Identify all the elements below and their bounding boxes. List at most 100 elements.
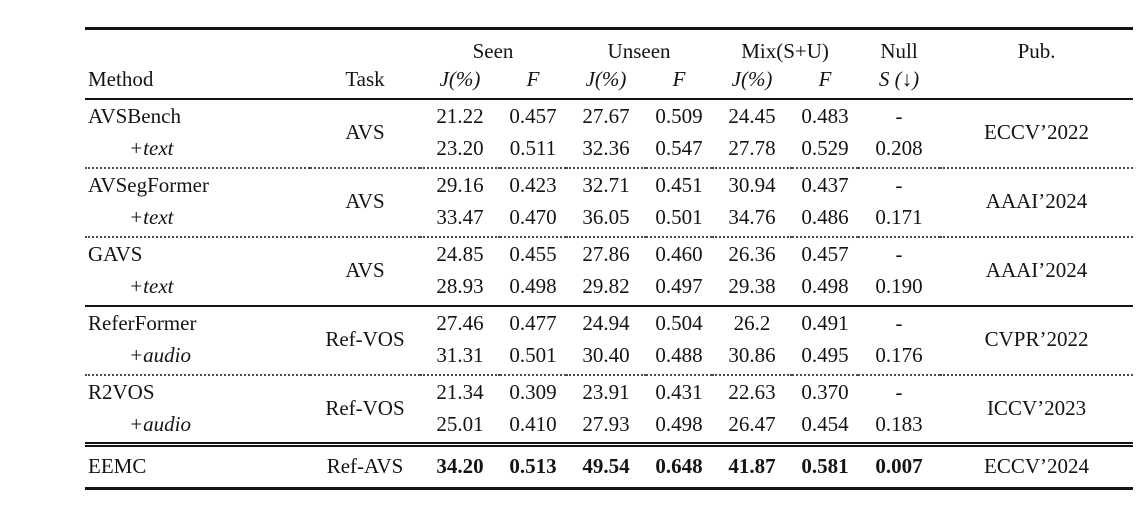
- metric-cell: 0.648: [655, 454, 703, 478]
- col-header-mix-fmeasure: F: [792, 65, 859, 100]
- metric-cell: 0.498: [509, 274, 557, 298]
- metric-cell: 32.71: [582, 173, 630, 197]
- header-row-metrics: Method Task J(%) F J(%) F J(%) F S (↓): [85, 65, 1133, 100]
- col-header-null-score: S (↓): [858, 65, 941, 100]
- metric-cell: 0.460: [655, 242, 703, 266]
- metric-cell: 30.94: [728, 173, 776, 197]
- metric-cell: 30.40: [582, 343, 630, 367]
- table-row: +text 23.20 0.511 32.36 0.547 27.78 0.52…: [85, 132, 1133, 164]
- metric-cell: 0.470: [509, 205, 557, 229]
- double-rule: [85, 440, 1134, 447]
- metric-cell: 21.22: [436, 104, 484, 128]
- metric-cell: 29.82: [582, 274, 630, 298]
- metric-cell: 0.491: [801, 311, 849, 335]
- col-group-seen: Seen: [472, 39, 514, 63]
- method-name: R2VOS: [88, 380, 155, 404]
- metric-cell: 27.78: [728, 136, 776, 160]
- metric-cell: 25.01: [436, 412, 484, 436]
- metric-cell: 0.477: [509, 311, 557, 335]
- metric-cell: 0.309: [509, 380, 557, 404]
- pub-cell: ICCV’2023: [986, 396, 1087, 420]
- col-group-mix: Mix(S+U): [741, 39, 829, 63]
- dotted-rule: [85, 164, 1134, 169]
- method-variant: +text: [129, 205, 174, 229]
- metric-cell: 26.47: [728, 412, 776, 436]
- metric-cell: 0.498: [655, 412, 703, 436]
- metric-cell: 41.87: [728, 454, 776, 478]
- metric-cell: 30.86: [728, 343, 776, 367]
- metric-cell: 27.93: [582, 412, 630, 436]
- metric-cell: 31.31: [436, 343, 484, 367]
- solid-rule: [85, 302, 1134, 307]
- header-spacer-method: [85, 29, 310, 66]
- metric-cell: 0.171: [875, 205, 923, 229]
- metric-cell: 0.511: [509, 136, 557, 160]
- col-header-seen-jaccard: J(%): [420, 65, 500, 100]
- metric-cell: 22.63: [728, 380, 776, 404]
- metric-cell: 0.437: [801, 173, 849, 197]
- metric-cell: 28.93: [436, 274, 484, 298]
- metric-cell: 0.451: [655, 173, 703, 197]
- metric-cell: 21.34: [436, 380, 484, 404]
- metric-cell: 0.501: [509, 343, 557, 367]
- metric-cell: 0.007: [875, 454, 923, 478]
- method-name: GAVS: [88, 242, 143, 266]
- task-cell: Ref-AVS: [326, 454, 404, 478]
- metric-cell: -: [895, 380, 903, 404]
- dotted-rule: [85, 233, 1134, 238]
- method-variant: +audio: [129, 412, 192, 436]
- task-cell: Ref-VOS: [325, 327, 405, 351]
- metric-cell: 0.488: [655, 343, 703, 367]
- metric-cell: 32.36: [582, 136, 630, 160]
- results-table: Seen Unseen Mix(S+U) Null Pub. Method Ta…: [85, 27, 1134, 490]
- metric-cell: 26.36: [728, 242, 776, 266]
- method-name: ReferFormer: [88, 311, 197, 335]
- metric-cell: 24.45: [728, 104, 776, 128]
- header-row-groups: Seen Unseen Mix(S+U) Null Pub.: [85, 28, 1134, 100]
- method-name: AVSegFormer: [88, 173, 209, 197]
- group-divider: [85, 164, 1134, 169]
- table-row: +text 28.93 0.498 29.82 0.497 29.38 0.49…: [85, 270, 1133, 302]
- method-variant: +text: [129, 136, 174, 160]
- metric-cell: 0.454: [801, 412, 849, 436]
- metric-cell: 0.581: [801, 454, 849, 478]
- table-row: AVSBench AVS 21.22 0.457 27.67 0.509 24.…: [85, 99, 1133, 144]
- col-header-unseen-fmeasure: F: [646, 65, 713, 100]
- metric-cell: 0.547: [655, 136, 703, 160]
- metric-cell: -: [895, 242, 903, 266]
- metric-cell: 0.483: [801, 104, 849, 128]
- metric-cell: 49.54: [582, 454, 630, 478]
- table-row-eemc: EEMC Ref-AVS 34.20 0.513 49.54 0.648 41.…: [85, 445, 1133, 489]
- group-divider: [85, 302, 1134, 307]
- metric-cell: 27.67: [582, 104, 630, 128]
- method-name: AVSBench: [88, 104, 181, 128]
- col-header-pub: Pub.: [940, 28, 1134, 100]
- metric-cell: 34.20: [436, 454, 484, 478]
- col-header-mix-jaccard: J(%): [712, 65, 793, 100]
- metric-cell: 0.495: [801, 343, 849, 367]
- metric-cell: 27.46: [436, 311, 484, 335]
- task-cell: AVS: [345, 120, 385, 144]
- metric-cell: 23.20: [436, 136, 484, 160]
- col-header-unseen-jaccard: J(%): [566, 65, 647, 100]
- col-group-null: Null: [880, 39, 918, 63]
- metric-cell: 0.423: [509, 173, 557, 197]
- metric-cell: 0.455: [509, 242, 557, 266]
- metric-cell: 0.509: [655, 104, 703, 128]
- col-header-task: Task: [310, 65, 420, 100]
- metric-cell: 27.86: [582, 242, 630, 266]
- metric-cell: 0.370: [801, 380, 849, 404]
- table-row: R2VOS Ref-VOS 21.34 0.309 23.91 0.431 22…: [85, 375, 1133, 420]
- metric-cell: 0.486: [801, 205, 849, 229]
- benchmark-table-container: Seen Unseen Mix(S+U) Null Pub. Method Ta…: [85, 27, 1134, 490]
- metric-cell: 0.501: [655, 205, 703, 229]
- metric-cell: -: [895, 104, 903, 128]
- metric-cell: 29.38: [728, 274, 776, 298]
- metric-cell: 0.183: [875, 412, 923, 436]
- group-divider: [85, 371, 1134, 376]
- pub-cell: ECCV’2024: [984, 454, 1090, 478]
- metric-cell: 0.457: [509, 104, 557, 128]
- method-variant: +text: [129, 274, 174, 298]
- metric-cell: 0.497: [655, 274, 703, 298]
- pub-cell: AAAI’2024: [985, 189, 1088, 213]
